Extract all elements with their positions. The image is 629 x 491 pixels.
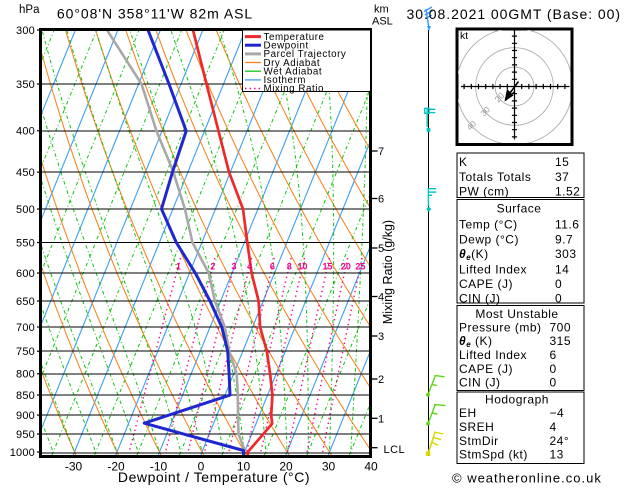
svg-text:20: 20 xyxy=(279,460,293,474)
svg-text:4: 4 xyxy=(550,420,557,434)
svg-text:303: 303 xyxy=(555,247,577,261)
svg-text:350: 350 xyxy=(16,79,35,91)
svg-text:15: 15 xyxy=(322,262,332,272)
svg-text:7: 7 xyxy=(378,146,384,158)
svg-text:500: 500 xyxy=(16,204,35,216)
svg-text:Dewpoint / Temperature (°C): Dewpoint / Temperature (°C) xyxy=(118,469,310,485)
svg-text:2: 2 xyxy=(378,374,384,386)
svg-text:CAPE (J): CAPE (J) xyxy=(459,362,513,376)
svg-text:850: 850 xyxy=(16,390,35,402)
svg-text:4: 4 xyxy=(247,262,252,272)
svg-text:6: 6 xyxy=(550,348,557,362)
svg-text:Totals Totals: Totals Totals xyxy=(459,170,531,184)
svg-text:3: 3 xyxy=(231,262,236,272)
svg-text:SREH: SREH xyxy=(459,420,494,434)
svg-text:Wet Adiabat: Wet Adiabat xyxy=(264,66,323,77)
svg-text:37: 37 xyxy=(555,170,569,184)
svg-text:20: 20 xyxy=(341,262,351,272)
svg-text:-30: -30 xyxy=(65,460,83,474)
svg-text:Dry Adiabat: Dry Adiabat xyxy=(264,58,321,69)
svg-text:ASL: ASL xyxy=(372,16,393,28)
svg-text:450: 450 xyxy=(16,167,35,179)
svg-text:Temperature: Temperature xyxy=(264,32,325,43)
svg-text:-10: -10 xyxy=(150,460,168,474)
svg-text:0: 0 xyxy=(198,460,205,474)
svg-text:Most Unstable: Most Unstable xyxy=(475,307,558,321)
svg-text:750: 750 xyxy=(16,346,35,358)
svg-text:13: 13 xyxy=(550,448,564,462)
svg-text:Pressure (mb): Pressure (mb) xyxy=(459,321,542,335)
svg-text:40: 40 xyxy=(364,460,378,474)
svg-text:θe(K): θe(K) xyxy=(459,247,489,262)
svg-text:30: 30 xyxy=(322,460,336,474)
svg-text:400: 400 xyxy=(16,126,35,138)
svg-text:StmSpd (kt): StmSpd (kt) xyxy=(459,448,528,462)
svg-text:© weatheronline.co.uk: © weatheronline.co.uk xyxy=(452,471,602,486)
svg-text:11.6: 11.6 xyxy=(555,218,579,232)
svg-text:PW (cm): PW (cm) xyxy=(459,185,509,199)
svg-text:4: 4 xyxy=(378,292,384,304)
svg-text:-20: -20 xyxy=(107,460,125,474)
svg-text:CIN (J): CIN (J) xyxy=(459,292,501,306)
svg-text:CIN (J): CIN (J) xyxy=(459,376,501,390)
svg-text:hPa: hPa xyxy=(19,4,40,16)
svg-text:1: 1 xyxy=(176,262,181,272)
svg-text:550: 550 xyxy=(16,237,35,249)
svg-text:700: 700 xyxy=(16,322,35,334)
svg-text:800: 800 xyxy=(16,369,35,381)
svg-text:24°: 24° xyxy=(550,434,570,448)
svg-text:25: 25 xyxy=(355,262,365,272)
svg-text:Isotherm: Isotherm xyxy=(264,75,307,86)
svg-text:10: 10 xyxy=(237,460,251,474)
svg-text:−4: −4 xyxy=(550,406,565,420)
svg-text:0: 0 xyxy=(555,292,562,306)
svg-text:300: 300 xyxy=(16,25,35,37)
svg-text:8: 8 xyxy=(287,262,292,272)
svg-text:10: 10 xyxy=(297,262,307,272)
svg-text:Hodograph: Hodograph xyxy=(485,392,549,406)
svg-text:15: 15 xyxy=(555,155,569,169)
svg-text:StmDir: StmDir xyxy=(459,434,499,448)
svg-text:CAPE (J): CAPE (J) xyxy=(459,277,513,291)
svg-text:30.08.2021 00GMT (Base: 00): 30.08.2021 00GMT (Base: 00) xyxy=(407,6,622,22)
svg-text:6: 6 xyxy=(270,262,275,272)
svg-text:Mixing Ratio (g/kg): Mixing Ratio (g/kg) xyxy=(381,220,395,324)
svg-text:Temp (°C): Temp (°C) xyxy=(459,218,518,232)
svg-text:700: 700 xyxy=(550,321,572,335)
svg-text:900: 900 xyxy=(16,410,35,422)
svg-text:60°08'N 358°11'W 82m ASL: 60°08'N 358°11'W 82m ASL xyxy=(57,6,253,22)
svg-text:Mixing Ratio: Mixing Ratio xyxy=(264,84,325,95)
svg-text:Lifted Index: Lifted Index xyxy=(459,348,527,362)
svg-text:EH: EH xyxy=(459,406,477,420)
svg-text:1.52: 1.52 xyxy=(555,185,580,199)
svg-text:0: 0 xyxy=(550,362,557,376)
svg-text:9.7: 9.7 xyxy=(555,233,573,247)
svg-text:Lifted Index: Lifted Index xyxy=(459,262,527,276)
svg-text:kt: kt xyxy=(460,30,468,42)
svg-text:0: 0 xyxy=(555,277,562,291)
svg-text:6: 6 xyxy=(378,194,384,206)
svg-text:km: km xyxy=(374,4,389,16)
svg-text:1: 1 xyxy=(378,413,384,425)
svg-text:315: 315 xyxy=(550,334,572,348)
svg-text:3: 3 xyxy=(378,331,384,343)
svg-text:0: 0 xyxy=(550,376,557,390)
svg-text:Parcel Trajectory: Parcel Trajectory xyxy=(264,49,347,60)
svg-text:2: 2 xyxy=(210,262,215,272)
svg-text:14: 14 xyxy=(555,262,569,276)
svg-text:Dewp (°C): Dewp (°C) xyxy=(459,233,519,247)
svg-text:600: 600 xyxy=(16,268,35,280)
svg-text:950: 950 xyxy=(16,429,35,441)
svg-text:5: 5 xyxy=(378,243,384,255)
svg-text:650: 650 xyxy=(16,296,35,308)
svg-text:θe (K): θe (K) xyxy=(459,334,493,349)
svg-text:1000: 1000 xyxy=(10,447,35,459)
svg-text:Surface: Surface xyxy=(497,202,542,216)
svg-text:LCL: LCL xyxy=(384,444,406,456)
svg-text:K: K xyxy=(459,155,468,169)
svg-text:Dewpoint: Dewpoint xyxy=(264,41,309,52)
